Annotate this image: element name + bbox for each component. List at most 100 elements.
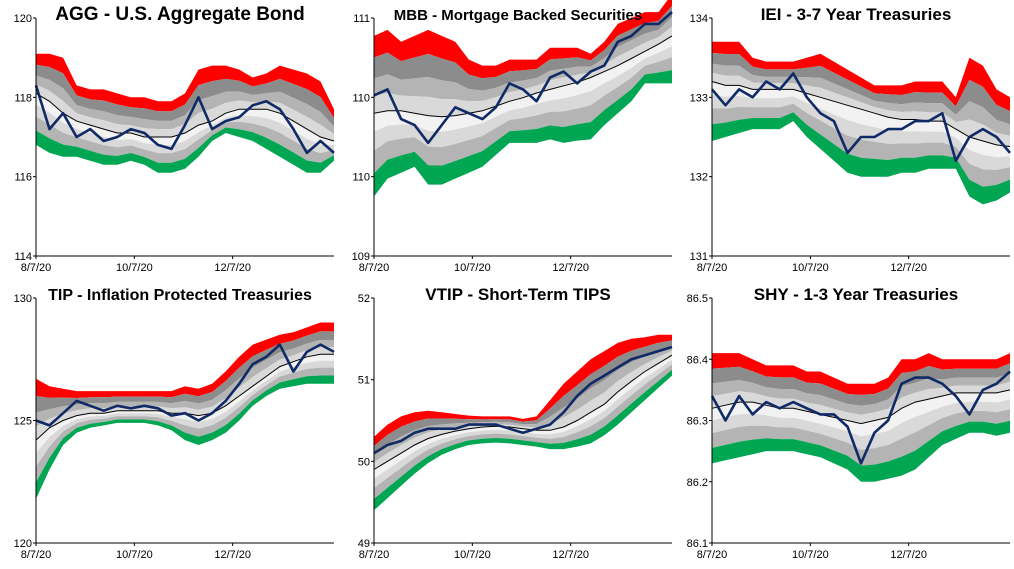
- band-red: [374, 334, 672, 446]
- band-green: [712, 112, 1010, 205]
- price-line: [711, 72, 1011, 163]
- x-tick-label: 12/7/20: [890, 549, 927, 561]
- y-tick-label: 118: [14, 92, 32, 104]
- y-tick-label: 50: [358, 456, 370, 468]
- band-white: [712, 389, 1010, 437]
- x-tick-label: 10/7/20: [116, 549, 153, 561]
- band-white: [36, 93, 334, 146]
- x-tick-label: 10/7/20: [454, 549, 491, 561]
- band-green: [36, 127, 334, 173]
- y-tick-label: 109: [352, 251, 370, 263]
- band-gray-light: [374, 26, 672, 117]
- band-green: [374, 70, 672, 197]
- y-tick-label: 86.5: [687, 293, 708, 305]
- chart-title: AGG - U.S. Aggregate Bond: [55, 4, 304, 25]
- band-red: [712, 353, 1010, 395]
- price-line: [34, 85, 335, 155]
- band-green: [712, 420, 1010, 482]
- y-tick-label: 133: [690, 92, 708, 104]
- band-gray-mid: [374, 346, 672, 463]
- y-tick-label: 120: [14, 538, 32, 550]
- x-tick-label: 10/7/20: [454, 262, 491, 274]
- band-gray-light-lower: [712, 94, 1010, 170]
- y-tick-label: 120: [14, 13, 32, 25]
- band-gray-light-lower: [712, 399, 1010, 450]
- x-tick-label: 12/7/20: [214, 549, 251, 561]
- y-tick-label: 86.2: [687, 477, 708, 489]
- band-green: [36, 375, 334, 499]
- chart-iei: 131 132 133 134 8/7/20 10/7/20 12/7/20 IEI - 3-…: [690, 5, 1011, 274]
- chart-tip: 120 125 130 8/7/20 10/7/20 12/7/20 TIP - Infla…: [14, 287, 335, 561]
- y-tick-label: 134: [690, 13, 708, 25]
- band-red: [36, 322, 334, 398]
- x-tick-label: 12/7/20: [552, 262, 589, 274]
- y-tick-label: 110: [352, 92, 370, 104]
- x-tick-label: 12/7/20: [214, 262, 251, 274]
- y-tick-label: 51: [358, 375, 370, 387]
- mean-line: [711, 81, 1011, 147]
- x-tick-label: 8/7/20: [359, 549, 390, 561]
- y-tick-label: 132: [690, 172, 708, 184]
- band-gray-mid: [36, 340, 334, 427]
- chart-agg: 114 116 118 120 8/7/20 10/7/20 12/7/20 AGG - U.…: [14, 4, 335, 274]
- x-tick-label: 8/7/20: [697, 549, 728, 561]
- band-gray-mid: [374, 17, 672, 102]
- x-tick-label: 8/7/20: [359, 262, 390, 274]
- y-tick-label: 86.1: [687, 538, 708, 550]
- x-tick-label: 8/7/20: [21, 549, 52, 561]
- price-line: [35, 343, 335, 427]
- chart-title: SHY - 1-3 Year Treasuries: [754, 285, 958, 304]
- chart-title: TIP - Inflation Protected Treasuries: [48, 287, 312, 304]
- y-tick-label: 114: [14, 251, 32, 263]
- band-gray-light-lower: [36, 104, 334, 154]
- band-gray-dark: [36, 331, 334, 413]
- x-tick-label: 8/7/20: [697, 262, 728, 274]
- x-tick-label: 10/7/20: [792, 549, 829, 561]
- price-line: [710, 370, 1011, 465]
- chart-title: MBB - Mortgage Backed Securities: [394, 7, 642, 24]
- y-tick-label: 86.3: [687, 416, 708, 428]
- chart-vtip: 49 50 51 52 8/7/20 10/7/20 12/7/20 VTIP - Short…: [358, 285, 673, 561]
- band-red: [374, 0, 672, 79]
- chart-shy: 86.1 86.2 86.3 86.4 86.5 8/7/20 10/7/20 12/7/20…: [687, 285, 1011, 561]
- y-tick-label: 86.4: [687, 354, 708, 366]
- y-tick-label: 49: [358, 538, 370, 550]
- y-tick-label: 116: [14, 172, 32, 184]
- band-gray-dark: [374, 5, 672, 91]
- mean-line: [711, 389, 1011, 425]
- band-gray-light: [36, 84, 334, 141]
- band-white: [712, 81, 1010, 158]
- band-gray-mid-lower: [712, 103, 1010, 187]
- price-line: [373, 345, 673, 455]
- band-gray-mid-lower: [36, 116, 334, 163]
- band-gray-mid-lower: [712, 409, 1010, 466]
- y-tick-label: 110: [352, 172, 370, 184]
- chart-title: IEI - 3-7 Year Treasuries: [761, 5, 952, 24]
- mean-line: [373, 354, 673, 470]
- band-gray-dark: [36, 64, 334, 127]
- band-red: [712, 41, 1010, 112]
- x-tick-label: 8/7/20: [21, 262, 52, 274]
- y-tick-label: 130: [14, 293, 32, 305]
- y-tick-label: 131: [690, 251, 708, 263]
- x-tick-label: 12/7/20: [890, 262, 927, 274]
- chart-title: VTIP - Short-Term TIPS: [425, 285, 610, 304]
- band-gray-mid: [36, 75, 334, 134]
- x-tick-label: 10/7/20: [116, 262, 153, 274]
- band-gray-light: [712, 381, 1010, 424]
- band-gray-dark: [374, 340, 672, 455]
- y-tick-label: 125: [14, 416, 32, 428]
- band-gray-mid: [712, 373, 1010, 415]
- x-tick-label: 12/7/20: [552, 549, 589, 561]
- band-gray-light-lower: [36, 360, 334, 467]
- y-tick-label: 52: [358, 293, 370, 305]
- chart-mbb: 109 110 110 111 8/7/20 10/7/20 12/7/20 MBB - Mo…: [352, 0, 673, 274]
- band-gray-dark: [712, 363, 1010, 406]
- mean-line: [373, 35, 673, 118]
- band-gray-light: [712, 72, 1010, 147]
- price-line: [373, 11, 673, 145]
- band-gray-mid-lower: [374, 57, 672, 174]
- y-tick-label: 111: [353, 13, 370, 25]
- x-tick-label: 10/7/20: [792, 262, 829, 274]
